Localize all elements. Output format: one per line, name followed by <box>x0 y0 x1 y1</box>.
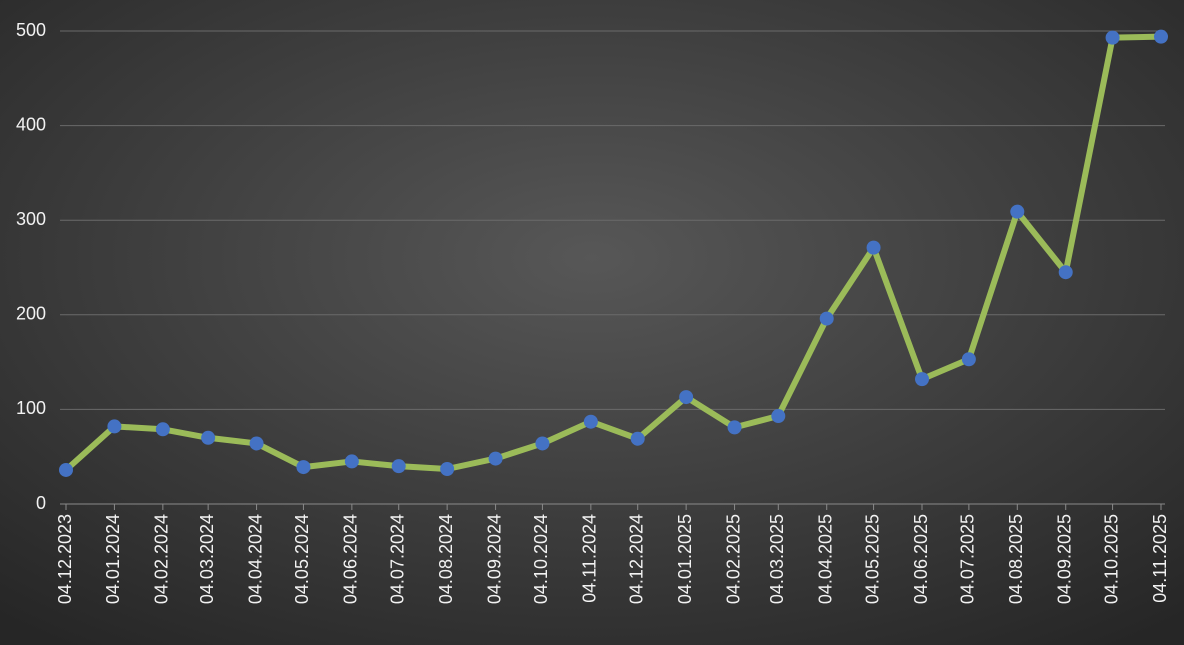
marker <box>488 451 503 466</box>
marker <box>1010 204 1025 219</box>
marker <box>819 311 834 326</box>
marker <box>391 459 406 474</box>
marker <box>296 460 311 475</box>
marker <box>201 430 216 445</box>
y-tick-label: 400 <box>16 114 46 134</box>
marker <box>535 436 550 451</box>
x-tick-label: 04.03.2024 <box>197 514 217 604</box>
x-tick-label: 04.11.2025 <box>1150 514 1170 603</box>
x-tick-label: 04.05.2024 <box>292 514 312 604</box>
marker <box>344 454 359 469</box>
x-tick-label: 04.06.2025 <box>911 514 931 604</box>
marker <box>583 414 598 429</box>
marker <box>1154 29 1168 44</box>
marker <box>155 422 170 437</box>
x-tick-label: 04.10.2024 <box>531 514 551 604</box>
x-tick-label: 04.06.2024 <box>341 514 361 604</box>
marker <box>727 420 742 435</box>
marker <box>1058 265 1073 280</box>
x-tick-label: 04.09.2024 <box>484 514 504 604</box>
x-tick-label: 04.01.2024 <box>103 514 123 604</box>
marker <box>1105 30 1120 45</box>
x-tick-label: 04.04.2025 <box>815 514 835 604</box>
marker <box>440 461 455 476</box>
x-tick-label: 04.01.2025 <box>675 514 695 604</box>
marker <box>107 419 122 434</box>
x-tick-label: 04.12.2024 <box>626 514 646 604</box>
marker <box>771 409 786 424</box>
x-tick-label: 04.10.2025 <box>1101 514 1121 604</box>
y-tick-label: 0 <box>36 493 46 513</box>
marker <box>961 352 976 367</box>
x-tick-label: 04.07.2024 <box>387 514 407 604</box>
marker <box>59 462 73 477</box>
x-tick-label: 04.03.2025 <box>767 514 787 604</box>
marker <box>915 372 930 387</box>
marker <box>630 431 645 446</box>
y-tick-label: 500 <box>16 20 46 40</box>
x-tick-label: 04.12.2023 <box>55 514 75 604</box>
x-tick-label: 04.04.2024 <box>245 514 265 604</box>
x-tick-label: 04.02.2025 <box>723 514 743 604</box>
x-tick-label: 04.08.2024 <box>436 514 456 604</box>
line <box>63 33 1162 473</box>
marker <box>679 390 694 405</box>
x-tick-label: 04.05.2025 <box>862 514 882 604</box>
x-tick-label: 04.11.2024 <box>580 514 600 603</box>
marker <box>249 436 264 451</box>
x-tick-label: 04.09.2025 <box>1054 514 1074 604</box>
x-tick-label: 04.07.2025 <box>958 514 978 604</box>
marker <box>866 240 881 255</box>
y-tick-label: 200 <box>16 304 46 324</box>
x-tick-label: 04.08.2025 <box>1006 514 1026 604</box>
y-tick-label: 300 <box>16 209 46 229</box>
y-tick-label: 100 <box>16 398 46 418</box>
x-tick-label: 04.02.2024 <box>152 514 172 604</box>
